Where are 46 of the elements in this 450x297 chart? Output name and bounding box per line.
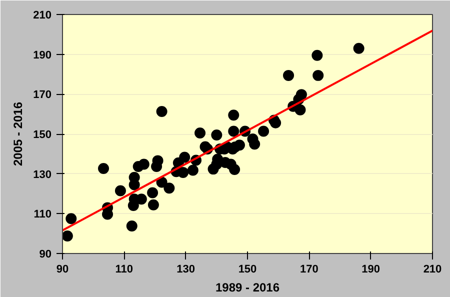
point (128, 172, 140, 183)
y-tick-label: 190 (33, 49, 52, 62)
point (228, 126, 240, 137)
y-tick-label: 130 (33, 168, 52, 181)
point (187, 164, 198, 176)
y-tick-label: 90 (39, 248, 52, 260)
point (138, 158, 150, 170)
y-tick-label: 150 (33, 129, 52, 141)
y-tick-label: 210 (33, 10, 52, 22)
x-tick-label: 150 (238, 264, 257, 276)
point (148, 199, 159, 210)
point (126, 220, 138, 232)
point (114, 185, 126, 196)
point (294, 104, 306, 116)
point (66, 213, 77, 224)
point (228, 110, 240, 121)
y-tick-label: 170 (33, 89, 52, 102)
x-tick-label: 190 (362, 264, 380, 276)
point (229, 164, 240, 175)
y-tick-label: 110 (34, 208, 52, 221)
point (270, 117, 282, 128)
point (194, 128, 206, 138)
x-tick-label: 90 (56, 264, 69, 276)
point (353, 42, 364, 54)
point (312, 70, 324, 81)
point (178, 166, 189, 178)
point (211, 130, 222, 140)
point (62, 230, 73, 242)
x-tick-label: 170 (300, 264, 318, 276)
point (283, 70, 294, 81)
point (249, 138, 260, 150)
x-axis-title: 1989 - 2016 (215, 280, 280, 294)
y-axis-title: 2005 - 2016 (11, 102, 26, 166)
point (98, 162, 110, 174)
point (164, 182, 175, 194)
point (147, 187, 158, 198)
point (156, 106, 168, 117)
point (258, 126, 270, 137)
x-tick-label: 210 (423, 264, 442, 276)
point (296, 89, 307, 100)
point (312, 50, 323, 61)
point (234, 140, 245, 151)
x-tick-label: 130 (176, 264, 196, 276)
point (179, 152, 190, 163)
point (152, 155, 164, 166)
x-tick-label: 110 (115, 264, 134, 276)
